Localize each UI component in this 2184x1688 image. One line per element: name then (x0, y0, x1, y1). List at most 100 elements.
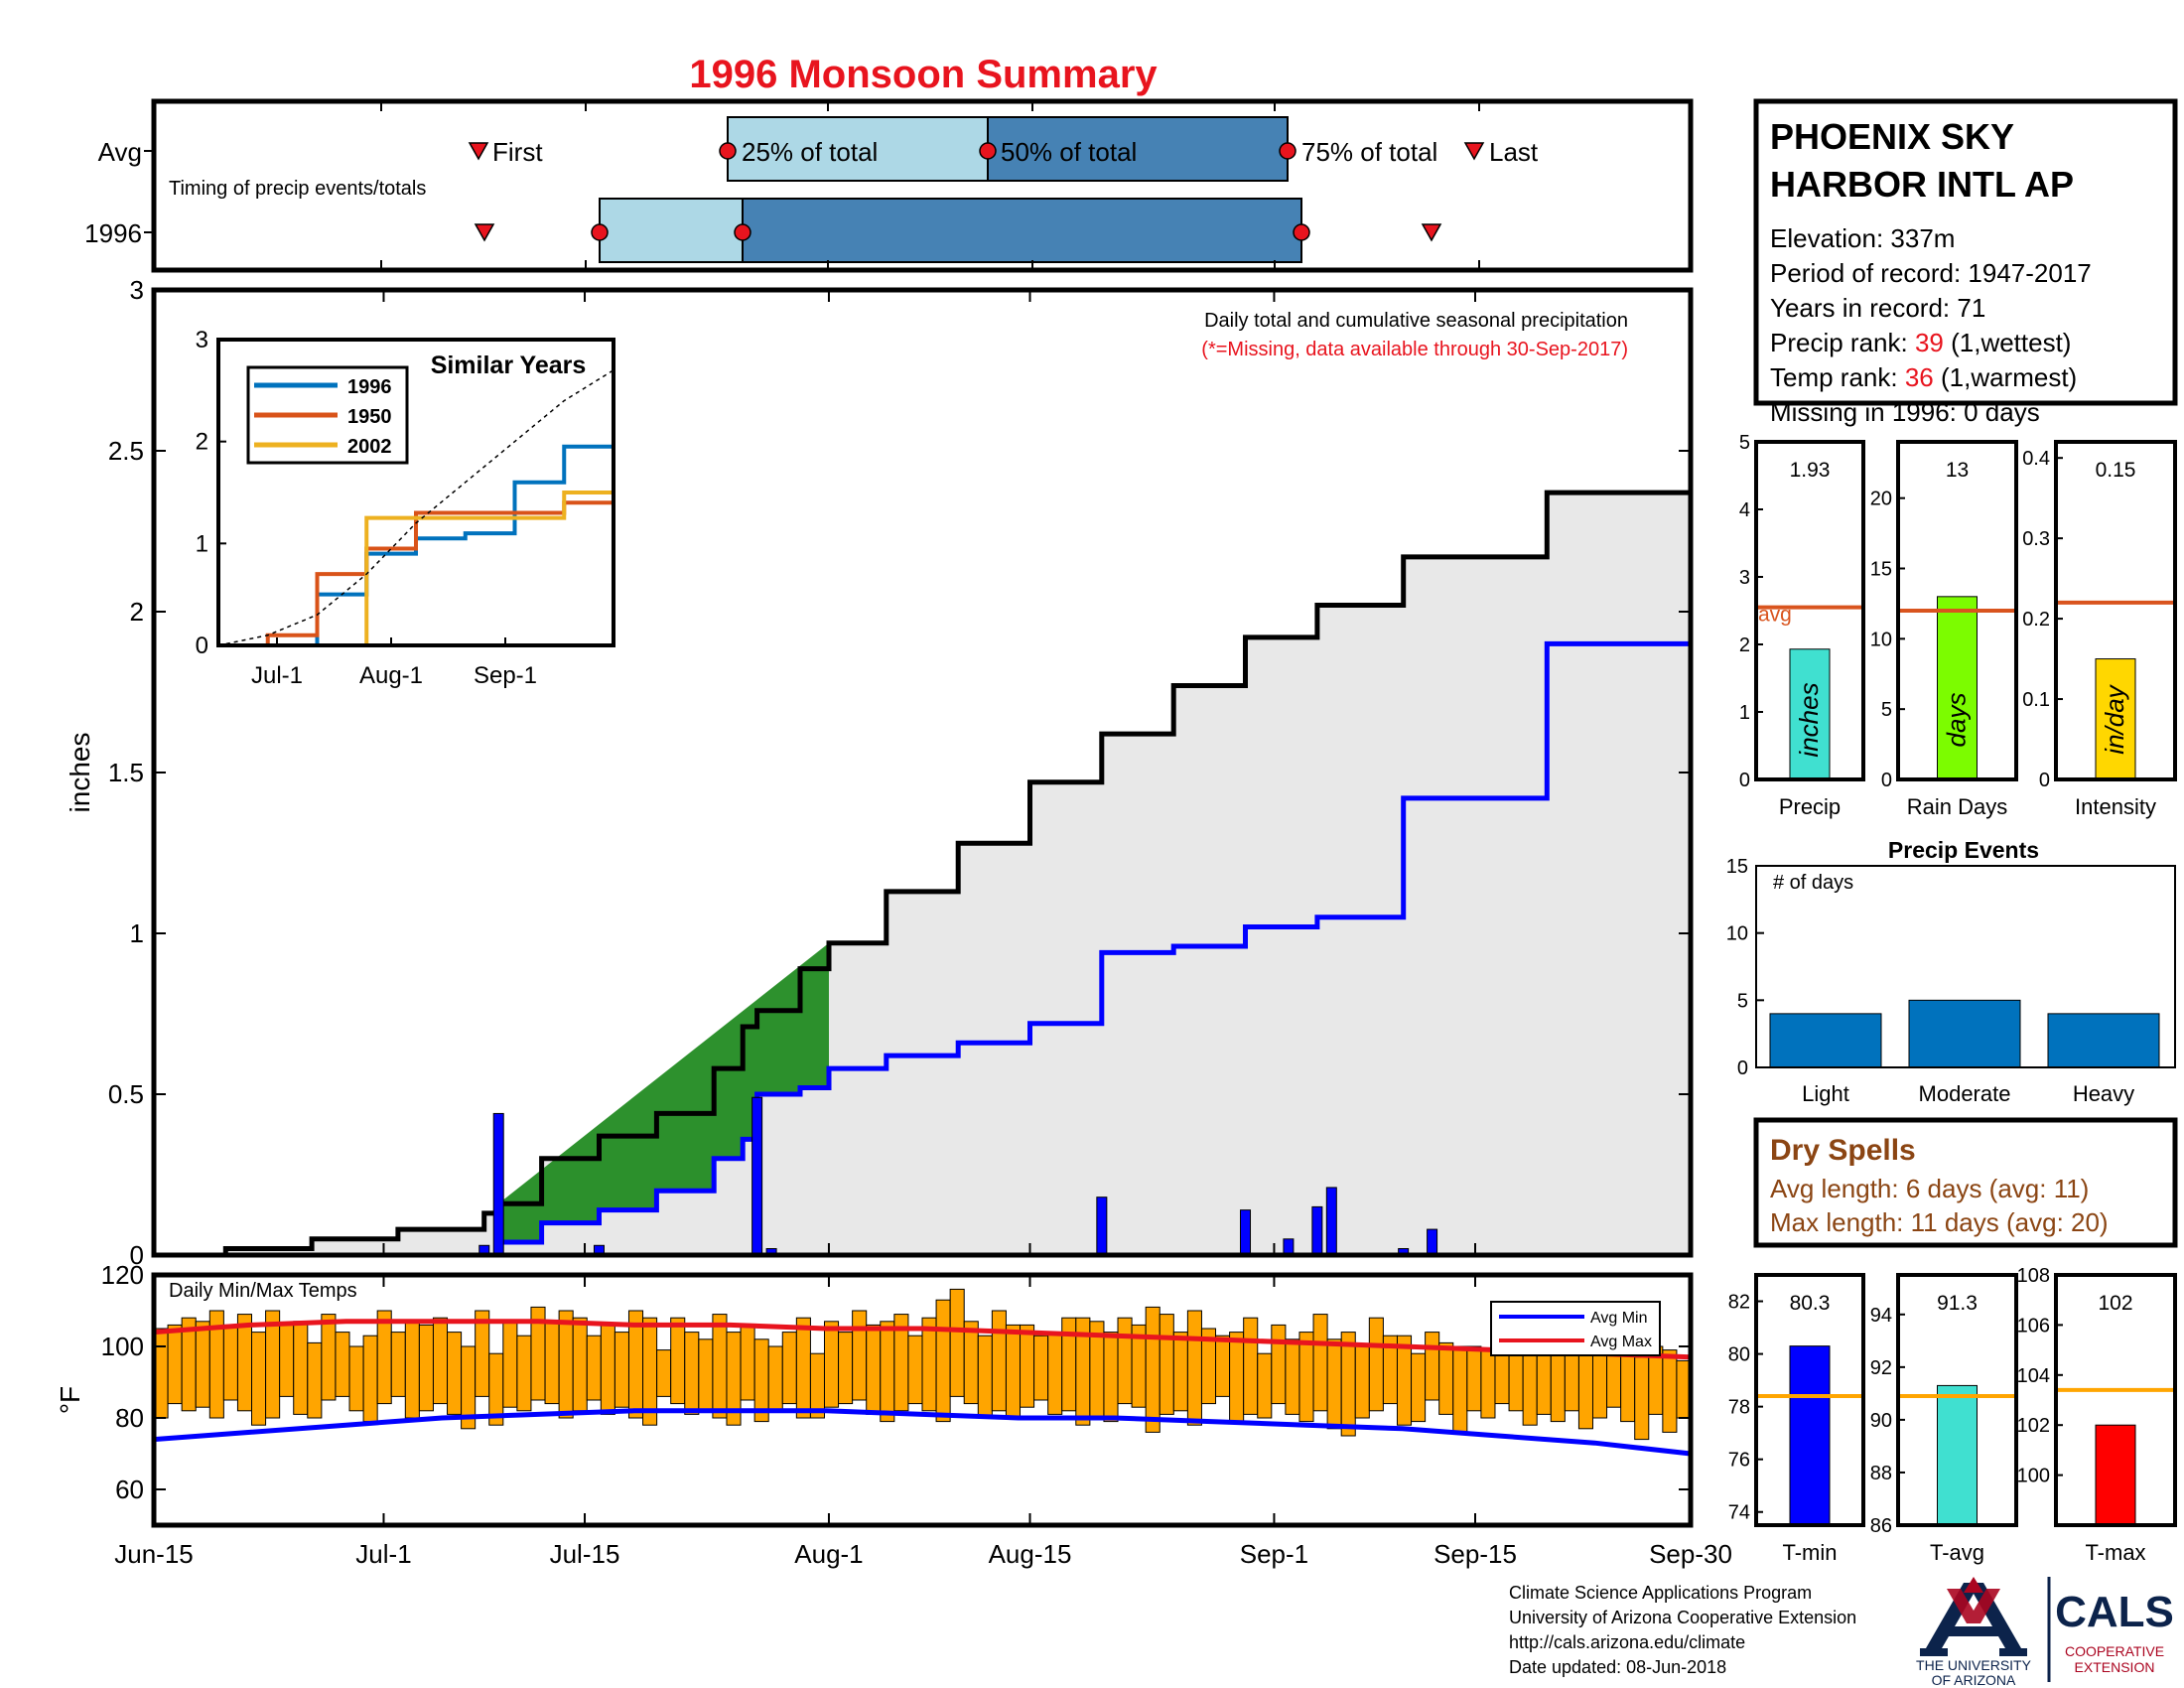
main-ytick-label: 0 (130, 1240, 144, 1270)
summary-label: T-min (1783, 1540, 1838, 1565)
temp-range-bar (447, 1332, 463, 1415)
temps-title: Daily Min/Max Temps (169, 1280, 357, 1302)
daily-precip-bar (1240, 1209, 1252, 1256)
date-tick-label: Jul-15 (550, 1539, 620, 1569)
temp-range-bar (236, 1314, 253, 1412)
figure-title: 1996 Monsoon Summary (689, 53, 1158, 96)
events-ytick-label: 10 (1726, 923, 1748, 945)
temp-range-bar (767, 1345, 783, 1412)
main-ytick-label: 1.5 (108, 758, 144, 787)
station-precip-rank: Precip rank: 39 (1,wettest) (1770, 328, 2071, 357)
footer-line2: University of Arizona Cooperative Extens… (1509, 1608, 1856, 1627)
temp-range-bar (1326, 1338, 1342, 1430)
timing-row-year: 1996 (84, 218, 142, 248)
temp-range-bar (991, 1310, 1007, 1412)
date-tick-label: Jul-1 (355, 1539, 411, 1569)
events-ytick-label: 15 (1726, 856, 1748, 878)
temp-range-bar (740, 1324, 755, 1401)
temp-range-bar (321, 1314, 337, 1401)
block-a-icon (1920, 1583, 2027, 1656)
summary-value: 102 (2098, 1292, 2132, 1315)
temp-range-bar (698, 1338, 714, 1412)
inset-ytick-label: 0 (196, 633, 208, 659)
first-marker-icon (468, 142, 489, 161)
temp-range-bar (907, 1335, 923, 1405)
temp-range-bar (572, 1317, 588, 1412)
temp-range-bar (949, 1288, 965, 1397)
station-info-panel: PHOENIX SKY HARBOR INTL AP Elevation: 33… (1753, 98, 2178, 427)
temp-range-bar (684, 1332, 700, 1415)
summary-unit: inches (1794, 682, 1824, 757)
mini-ytick-label: 5 (1739, 432, 1750, 454)
temp-range-bar (390, 1332, 406, 1397)
avg-min-line (153, 1408, 1692, 1457)
dry-spells-panel: Dry Spells Avg length: 6 days (avg: 11) … (1753, 1117, 2178, 1248)
mini-ytick-label: 0 (1739, 770, 1750, 791)
temp-range-bar (1354, 1345, 1370, 1419)
events-category: Heavy (2073, 1081, 2134, 1106)
surplus-area (498, 942, 829, 1255)
temp-ytick-label: 60 (115, 1475, 144, 1504)
temp-range-bar (656, 1349, 672, 1397)
mini-ytick-label: 0 (1881, 770, 1892, 791)
temp-range-bar (502, 1321, 518, 1408)
daily-precip-bar (751, 1096, 763, 1256)
temp-range-bar (1033, 1335, 1049, 1401)
inset-ytick-label: 1 (196, 530, 208, 557)
footer-line4: Date updated: 08-Jun-2018 (1509, 1657, 1726, 1677)
summary-label: T-max (2085, 1540, 2145, 1565)
mini-panel-frame (2054, 1273, 2177, 1527)
events-bar (1908, 999, 2021, 1068)
temp-range-bar (1452, 1345, 1468, 1433)
temp-range-bar (1103, 1332, 1119, 1423)
temp-range-bar (977, 1335, 993, 1419)
mini-ytick-label: 76 (1728, 1450, 1750, 1472)
footer-credits: Climate Science Applications Program Uni… (1509, 1583, 1856, 1677)
daily-precip-bar (1096, 1196, 1108, 1256)
summary-bar (2095, 658, 2136, 780)
temp-range-bar (167, 1324, 183, 1405)
temp-range-bar (963, 1321, 979, 1405)
temp-range-bar (1368, 1317, 1384, 1412)
mini-panel-frame (1754, 1273, 1865, 1527)
temp-range-bar (809, 1352, 825, 1419)
summary-label: Precip (1779, 794, 1841, 819)
mini-ytick-label: 104 (2017, 1365, 2050, 1387)
ua-line2: OF ARIZONA (1932, 1672, 2016, 1688)
timing-label: Timing of precip events/totals (169, 178, 426, 200)
date-tick-label: Sep-15 (1433, 1539, 1517, 1569)
main-ytick-label: 0.5 (108, 1079, 144, 1109)
temps-legend-min: Avg Min (1590, 1310, 1648, 1327)
main-ytick-label: 3 (130, 275, 144, 305)
mini-ytick-label: 74 (1728, 1502, 1750, 1524)
station-period: Period of record: 1947-2017 (1770, 258, 2092, 288)
mini-ytick-label: 1 (1739, 702, 1750, 724)
mini-ytick-label: 2 (1739, 634, 1750, 656)
inset-legend-1950: 1950 (347, 406, 392, 428)
temp-range-bar (1159, 1314, 1174, 1415)
temp-range-bar (586, 1335, 602, 1401)
temp-range-bar (362, 1335, 378, 1423)
temp-range-bar (1005, 1324, 1022, 1419)
temp-range-bar (293, 1321, 309, 1415)
summary-label: T-avg (1930, 1540, 1984, 1565)
events-ytick-label: 5 (1737, 990, 1748, 1012)
temp-range-bar (1522, 1352, 1538, 1426)
temp-range-bar (1257, 1352, 1273, 1419)
summary-value: 80.3 (1790, 1292, 1831, 1315)
temp-range-bar (921, 1317, 937, 1412)
temp-range-bar (1020, 1324, 1035, 1408)
mini-ytick-label: 88 (1870, 1463, 1892, 1484)
mini-ytick-label: 5 (1881, 699, 1892, 721)
mini-ytick-label: 20 (1870, 489, 1892, 510)
mini-ytick-label: 108 (2017, 1265, 2050, 1287)
main-missing-note: (*=Missing, data available through 30-Se… (1201, 339, 1628, 360)
temp-range-bar (307, 1341, 323, 1419)
temp-range-bar (348, 1345, 364, 1412)
temp-range-bar (823, 1321, 840, 1408)
mini-ytick-label: 0 (2039, 770, 2050, 791)
station-years: Years in record: 71 (1770, 293, 1985, 323)
summary-value: 91.3 (1937, 1292, 1978, 1315)
temp-range-bar (1577, 1345, 1593, 1430)
timing-row-avg: Avg (98, 137, 142, 167)
